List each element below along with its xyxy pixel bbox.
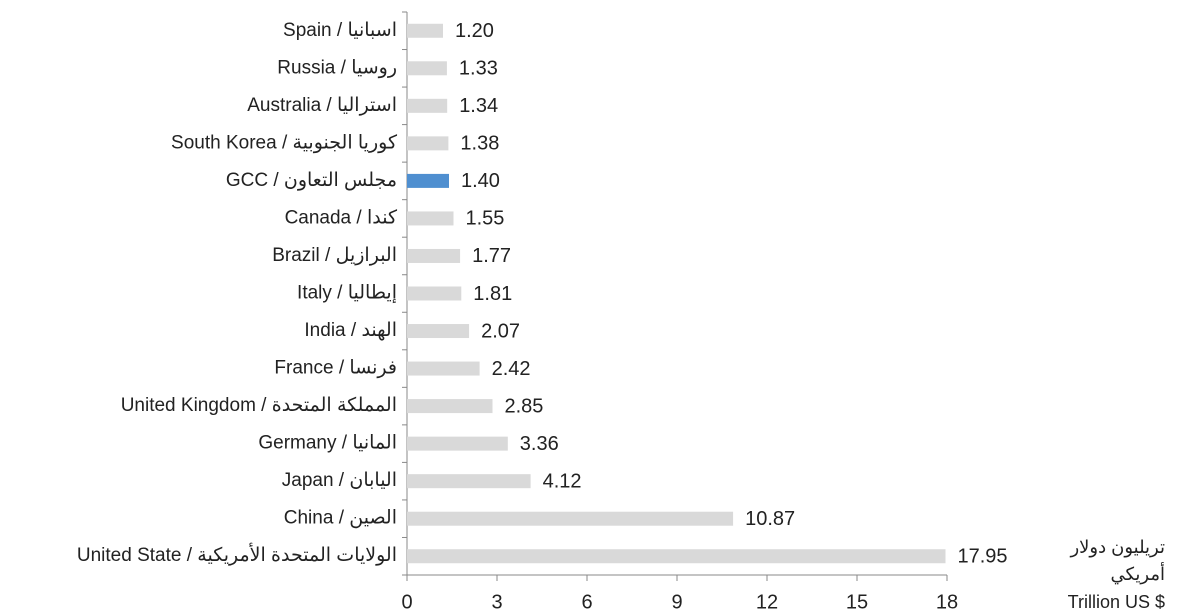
category-label: France / فرنسا <box>274 358 397 379</box>
value-label: 1.20 <box>455 20 494 42</box>
x-tick-label: 18 <box>936 591 958 613</box>
bar <box>407 98 448 113</box>
category-label: China / الصين <box>284 508 397 529</box>
bar <box>407 173 449 188</box>
x-axis-label: Trillion US $ <box>1068 592 1165 612</box>
value-label: 1.38 <box>460 133 499 155</box>
category-label: United Kingdom / المملكة المتحدة <box>121 395 397 416</box>
bar <box>407 248 461 263</box>
bar <box>407 436 508 451</box>
bar <box>407 399 493 414</box>
value-label: 1.40 <box>461 170 500 192</box>
value-label: 1.33 <box>459 58 498 80</box>
category-label: Russia / روسيا <box>277 57 397 78</box>
category-label: Australia / استراليا <box>247 95 397 116</box>
value-label: 2.07 <box>481 320 520 342</box>
value-label: 17.95 <box>958 546 1008 568</box>
bar <box>407 549 946 564</box>
x-tick-label: 15 <box>846 591 868 613</box>
x-tick-label: 6 <box>581 591 592 613</box>
category-label: Japan / اليابان <box>282 470 397 491</box>
category-label: GCC / مجلس التعاون <box>226 170 397 191</box>
x-tick-label: 0 <box>401 591 412 613</box>
category-label: United State / الولايات المتحدة الأمريكي… <box>77 543 397 566</box>
value-label: 1.34 <box>459 95 498 117</box>
category-label: South Korea / كوريا الجنوبية <box>171 132 398 153</box>
x-tick-label: 9 <box>671 591 682 613</box>
x-tick-label: 3 <box>491 591 502 613</box>
category-label: India / الهند <box>304 320 397 341</box>
value-label: 10.87 <box>745 508 795 530</box>
x-tick-label: 12 <box>756 591 778 613</box>
bar <box>407 474 531 489</box>
value-label: 4.12 <box>543 470 582 492</box>
bar <box>407 61 447 76</box>
value-label: 2.85 <box>505 395 544 417</box>
category-label: Canada / كندا <box>285 207 398 228</box>
value-label: 1.55 <box>466 208 505 230</box>
category-label: Germany / المانيا <box>258 433 397 454</box>
value-label: 1.81 <box>473 283 512 305</box>
bar <box>407 286 462 301</box>
x-axis-label: تريليون دولار <box>1069 537 1165 558</box>
bar <box>407 23 443 38</box>
bar <box>407 136 449 151</box>
value-label: 3.36 <box>520 433 559 455</box>
category-label: Spain / اسبانيا <box>283 20 397 41</box>
value-label: 1.77 <box>472 245 511 267</box>
category-label: Brazil / البرازيل <box>272 245 397 266</box>
value-label: 2.42 <box>492 358 531 380</box>
category-label: Italy / إيطاليا <box>297 283 397 305</box>
bar <box>407 361 480 376</box>
bar <box>407 324 470 339</box>
x-axis-label: أمريكي <box>1110 562 1165 585</box>
bar <box>407 211 454 226</box>
bar <box>407 511 734 526</box>
